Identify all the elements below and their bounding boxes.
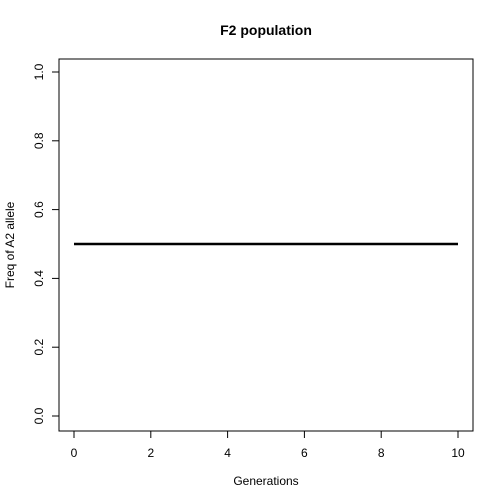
- y-tick-label: 1.0: [32, 63, 46, 80]
- x-tick-label: 8: [378, 446, 385, 460]
- x-tick-label: 10: [451, 446, 465, 460]
- x-tick-label: 6: [301, 446, 308, 460]
- y-tick-label: 0.4: [32, 270, 46, 287]
- y-axis: 0.0 0.2 0.4 0.6 0.8 1.0: [32, 63, 60, 424]
- y-tick-label: 0.0: [32, 407, 46, 424]
- x-axis-label: Generations: [233, 474, 298, 488]
- y-axis-label: Freq of A2 allele: [3, 201, 17, 288]
- x-tick-label: 4: [224, 446, 231, 460]
- x-axis: 0 2 4 6 8 10: [71, 430, 465, 460]
- x-tick-label: 0: [71, 446, 78, 460]
- y-tick-label: 0.2: [32, 339, 46, 356]
- y-tick-label: 0.8: [32, 132, 46, 149]
- x-tick-label: 2: [147, 446, 154, 460]
- chart-title: F2 population: [220, 22, 312, 38]
- y-tick-label: 0.6: [32, 201, 46, 218]
